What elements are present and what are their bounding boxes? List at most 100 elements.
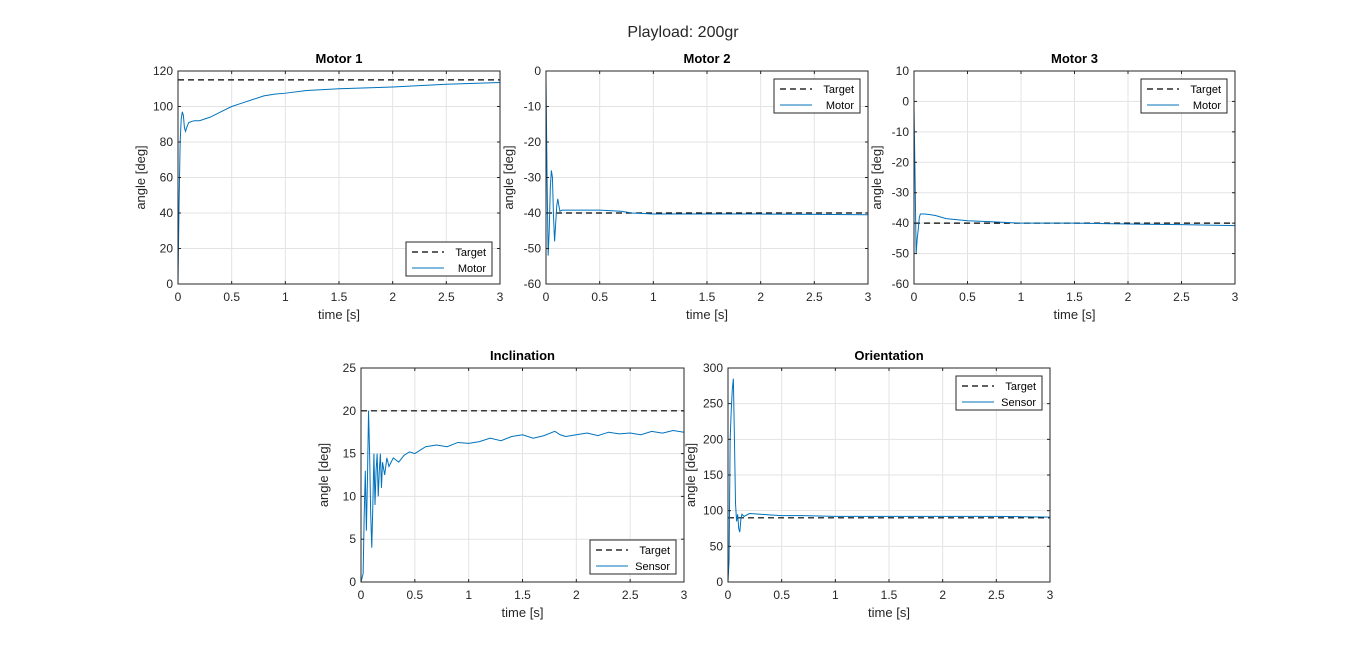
legend-label: Target [639, 545, 670, 557]
y-tick-label: -60 [524, 277, 542, 291]
y-tick-label: 200 [703, 432, 723, 446]
y-tick-label: -50 [892, 247, 910, 261]
x-axis-label: time [s] [318, 307, 360, 322]
legend-box [773, 78, 861, 114]
y-tick-label: -20 [892, 155, 910, 169]
y-tick-label: 250 [703, 397, 723, 411]
legend: Target Sensor [955, 375, 1043, 411]
y-tick-label: 50 [710, 539, 724, 553]
y-tick-label: 10 [896, 64, 910, 78]
x-tick-label: 1 [282, 290, 289, 304]
legend-label: Target [1190, 84, 1221, 96]
x-tick-label: 2 [939, 588, 946, 602]
x-tick-label: 0 [175, 290, 182, 304]
legend-box [405, 241, 493, 277]
y-tick-label: -30 [892, 186, 910, 200]
legend-label: Motor [1193, 100, 1221, 112]
x-tick-label: 2 [389, 290, 396, 304]
x-tick-label: 2 [573, 588, 580, 602]
y-tick-label: 60 [160, 171, 174, 185]
x-tick-label: 2.5 [1173, 290, 1190, 304]
x-tick-label: 1 [465, 588, 472, 602]
y-tick-label: -40 [892, 216, 910, 230]
x-tick-label: 2 [757, 290, 764, 304]
y-tick-label: -50 [524, 242, 542, 256]
x-tick-label: 2.5 [988, 588, 1005, 602]
x-tick-label: 0.5 [223, 290, 240, 304]
x-tick-label: 1.5 [881, 588, 898, 602]
y-tick-label: 0 [902, 94, 909, 108]
y-axis-label: angle [deg] [133, 145, 148, 209]
y-axis-label: angle [deg] [316, 443, 331, 507]
legend-label: Target [1005, 381, 1036, 393]
chart-2: 0 0.5 1 1.5 2 2.5 3 -60 -50 -40 -30 -20 -10 0 10 Motor … [869, 51, 1239, 322]
x-axis-label: time [s] [502, 605, 544, 620]
legend-label: Target [823, 84, 854, 96]
x-axis-label: time [s] [686, 307, 728, 322]
x-tick-label: 1 [832, 588, 839, 602]
x-tick-label: 2.5 [806, 290, 823, 304]
y-tick-label: 0 [534, 64, 541, 78]
legend-label: Target [455, 247, 486, 259]
y-tick-label: -40 [524, 206, 542, 220]
x-axis-label: time [s] [1054, 307, 1096, 322]
legend: Target Motor [405, 241, 493, 277]
chart-title: Motor 2 [684, 51, 731, 66]
y-tick-label: -10 [892, 125, 910, 139]
y-tick-label: -10 [524, 100, 542, 114]
x-tick-label: 3 [865, 290, 872, 304]
legend: Target Motor [1140, 78, 1228, 114]
y-tick-label: 100 [703, 504, 723, 518]
x-tick-label: 0 [911, 290, 918, 304]
chart-4: 0 0.5 1 1.5 2 2.5 3 0 50 100 150 200 250 300 Orientati… [683, 348, 1054, 620]
y-tick-label: 120 [153, 64, 173, 78]
legend-label: Motor [826, 100, 854, 112]
x-tick-label: 0 [358, 588, 365, 602]
y-axis-label: angle [deg] [683, 443, 698, 507]
x-tick-label: 2 [1125, 290, 1132, 304]
y-tick-label: -30 [524, 171, 542, 185]
y-tick-label: -20 [524, 135, 542, 149]
y-axis-label: angle [deg] [501, 145, 516, 209]
y-tick-label: 10 [343, 489, 357, 503]
y-tick-label: 15 [343, 447, 357, 461]
chart-title: Orientation [854, 348, 923, 363]
x-tick-label: 0 [543, 290, 550, 304]
x-tick-label: 1.5 [331, 290, 348, 304]
y-tick-label: 80 [160, 135, 174, 149]
legend-label: Sensor [1001, 397, 1036, 409]
y-tick-label: -60 [892, 277, 910, 291]
y-tick-label: 300 [703, 361, 723, 375]
y-tick-label: 40 [160, 206, 174, 220]
x-tick-label: 3 [497, 290, 504, 304]
series-line-sensor [727, 378, 1051, 583]
y-tick-label: 20 [160, 242, 174, 256]
series-line-motor [913, 107, 1236, 254]
y-tick-label: 5 [349, 532, 356, 546]
y-tick-label: 150 [703, 468, 723, 482]
y-tick-label: 20 [343, 404, 357, 418]
x-tick-label: 1.5 [699, 290, 716, 304]
y-tick-label: 25 [343, 361, 357, 375]
x-tick-label: 0.5 [959, 290, 976, 304]
figure-title: Playload: 200gr [627, 24, 739, 41]
x-tick-label: 1 [1018, 290, 1025, 304]
legend-box [1140, 78, 1228, 114]
y-tick-label: 0 [349, 575, 356, 589]
x-tick-label: 3 [1047, 588, 1054, 602]
x-tick-label: 3 [681, 588, 688, 602]
x-axis-label: time [s] [868, 605, 910, 620]
legend-label: Motor [458, 263, 486, 275]
legend-label: Sensor [635, 561, 670, 573]
chart-1: 0 0.5 1 1.5 2 2.5 3 -60 -50 -40 -30 -20 -10 0 Motor 2 t… [501, 51, 872, 322]
x-tick-label: 0.5 [406, 588, 423, 602]
x-tick-label: 1 [650, 290, 657, 304]
x-tick-label: 2.5 [438, 290, 455, 304]
chart-title: Motor 3 [1051, 51, 1098, 66]
chart-3: 0 0.5 1 1.5 2 2.5 3 0 5 10 15 20 25 Inclination time [… [316, 348, 688, 620]
y-axis-label: angle [deg] [869, 145, 884, 209]
legend: Target Motor [773, 78, 861, 114]
x-tick-label: 0 [725, 588, 732, 602]
